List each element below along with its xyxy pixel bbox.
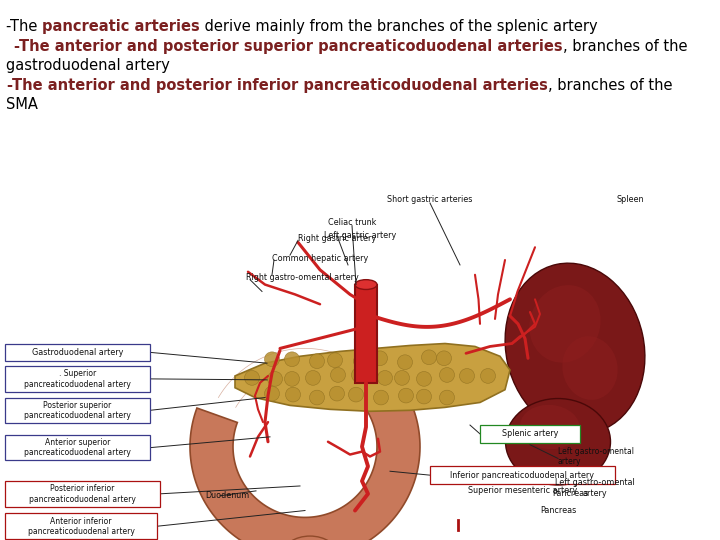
Bar [5, 397, 150, 423]
Bar [5, 343, 150, 361]
Text: Pancreas: Pancreas [552, 489, 588, 498]
Text: , branches of the: , branches of the [562, 39, 687, 54]
Circle shape [328, 353, 343, 368]
Circle shape [374, 390, 389, 405]
Text: Left gastro-omental
artery: Left gastro-omental artery [555, 478, 635, 498]
Text: -The: -The [6, 19, 42, 34]
Text: Right gastro-omental artery: Right gastro-omental artery [246, 273, 359, 282]
Text: , branches of the: , branches of the [548, 78, 672, 93]
Text: Posterior inferior
pancreaticoduodenal artery: Posterior inferior pancreaticoduodenal a… [29, 484, 136, 503]
Circle shape [330, 386, 344, 401]
Circle shape [377, 370, 392, 385]
Circle shape [264, 386, 279, 401]
Text: Inferior pancreaticoduodenal artery: Inferior pancreaticoduodenal artery [451, 471, 595, 480]
Text: Posterior superior
pancreaticoduodenal artery: Posterior superior pancreaticoduodenal a… [24, 401, 131, 420]
Circle shape [439, 368, 454, 382]
Circle shape [245, 370, 259, 385]
Circle shape [421, 350, 436, 364]
Circle shape [398, 388, 413, 403]
Bar [430, 467, 615, 484]
Text: Short gastric arteries: Short gastric arteries [387, 194, 473, 204]
Text: Celiac trunk: Celiac trunk [328, 218, 376, 227]
Text: Duodenum: Duodenum [205, 491, 249, 500]
Circle shape [264, 352, 279, 367]
Ellipse shape [520, 405, 580, 449]
Text: SMA: SMA [6, 97, 37, 112]
Text: Superior mesenteric artery: Superior mesenteric artery [468, 487, 577, 495]
Text: derive mainly from the branches of the splenic artery: derive mainly from the branches of the s… [199, 19, 597, 34]
Circle shape [372, 351, 387, 366]
Circle shape [416, 372, 431, 386]
Circle shape [310, 390, 325, 405]
Polygon shape [190, 374, 420, 540]
Circle shape [284, 352, 300, 367]
Circle shape [284, 372, 300, 386]
Ellipse shape [505, 399, 611, 485]
Text: pancreatic arteries: pancreatic arteries [42, 19, 199, 34]
Circle shape [351, 368, 366, 382]
Polygon shape [235, 343, 510, 411]
Text: Spleen: Spleen [616, 194, 644, 204]
Circle shape [348, 387, 364, 402]
Text: Common hepatic artery: Common hepatic artery [272, 254, 368, 262]
Text: -: - [6, 78, 12, 93]
Text: Anterior superior
pancreaticoduodenal artery: Anterior superior pancreaticoduodenal ar… [24, 438, 131, 457]
Circle shape [310, 354, 325, 369]
Circle shape [268, 372, 282, 386]
Ellipse shape [562, 336, 618, 400]
Text: Pancreas: Pancreas [540, 506, 576, 515]
Circle shape [395, 370, 410, 385]
Circle shape [305, 370, 320, 385]
Ellipse shape [505, 263, 645, 434]
Text: Right gastric artery: Right gastric artery [298, 234, 376, 243]
Text: The anterior and posterior superior pancreaticoduodenal arteries: The anterior and posterior superior panc… [19, 39, 562, 54]
Text: Splenic artery: Splenic artery [502, 429, 558, 438]
Circle shape [436, 351, 451, 366]
Bar [5, 514, 157, 539]
Text: gastroduodenal artery: gastroduodenal artery [6, 58, 170, 73]
Ellipse shape [282, 536, 338, 540]
Bar [480, 425, 580, 443]
Ellipse shape [529, 285, 600, 363]
Circle shape [480, 369, 495, 383]
Text: Left gastric artery: Left gastric artery [324, 231, 396, 240]
Text: The anterior and posterior inferior pancreaticoduodenal arteries: The anterior and posterior inferior panc… [12, 78, 548, 93]
Circle shape [354, 354, 369, 369]
Circle shape [286, 387, 300, 402]
Text: . Superior
pancreaticoduodenal artery: . Superior pancreaticoduodenal artery [24, 369, 131, 389]
Bar [5, 366, 150, 391]
Circle shape [397, 355, 413, 369]
Text: -: - [13, 39, 19, 54]
Circle shape [459, 369, 474, 383]
Text: Anterior inferior
pancreaticoduodenal artery: Anterior inferior pancreaticoduodenal ar… [27, 517, 135, 536]
Circle shape [330, 368, 346, 382]
Text: Left gastro-omental
artery: Left gastro-omental artery [558, 447, 634, 466]
Bar [5, 481, 160, 507]
Bar [355, 285, 377, 383]
Text: Gastroduodenal artery: Gastroduodenal artery [32, 348, 123, 357]
Ellipse shape [355, 280, 377, 289]
Bar [5, 435, 150, 461]
Circle shape [439, 390, 454, 405]
Circle shape [416, 389, 431, 404]
